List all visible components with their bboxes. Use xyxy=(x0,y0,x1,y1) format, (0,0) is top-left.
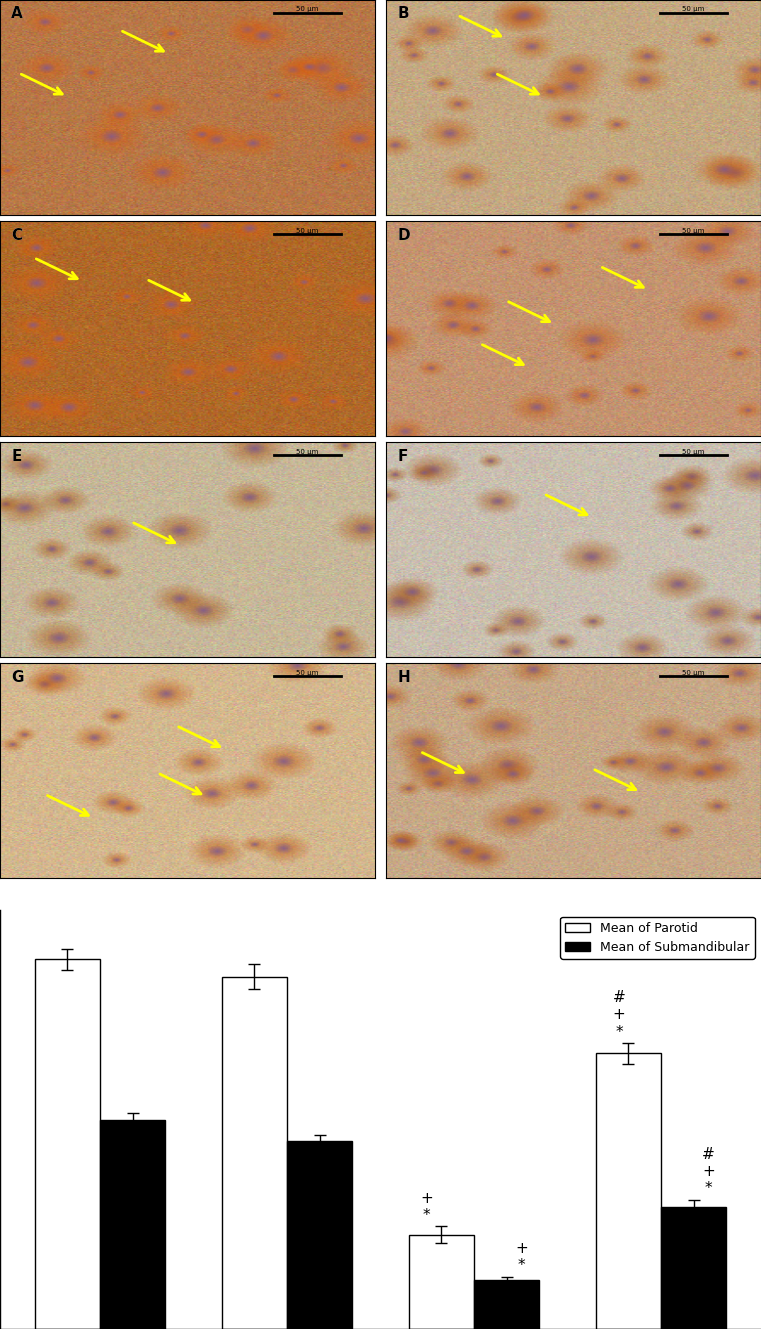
Text: 50 μm: 50 μm xyxy=(683,227,705,234)
Text: 50 μm: 50 μm xyxy=(683,449,705,455)
Bar xyxy=(409,1235,474,1329)
Text: C: C xyxy=(11,227,22,243)
Text: #: # xyxy=(702,1147,715,1162)
Legend: Mean of Parotid, Mean of Submandibular: Mean of Parotid, Mean of Submandibular xyxy=(560,917,755,960)
Bar xyxy=(661,1207,727,1329)
Text: D: D xyxy=(397,227,410,243)
Text: A: A xyxy=(11,7,23,21)
Text: A: A xyxy=(11,7,23,21)
Text: 50 μm: 50 μm xyxy=(683,7,705,12)
Text: E: E xyxy=(11,449,21,464)
Bar xyxy=(474,1280,540,1329)
Text: +: + xyxy=(702,1164,715,1179)
Text: F: F xyxy=(397,449,408,464)
Text: +: + xyxy=(420,1191,433,1205)
Text: E: E xyxy=(11,449,21,464)
Bar xyxy=(34,960,100,1329)
Text: *: * xyxy=(615,1025,622,1039)
Text: +: + xyxy=(613,1007,626,1022)
Text: *: * xyxy=(705,1181,712,1196)
Text: B: B xyxy=(397,7,409,21)
Bar xyxy=(596,1054,661,1329)
Text: 50 μm: 50 μm xyxy=(296,670,319,676)
Text: 50 μm: 50 μm xyxy=(296,227,319,234)
Text: G: G xyxy=(11,670,24,684)
Text: 50 μm: 50 μm xyxy=(296,7,319,12)
Text: *: * xyxy=(517,1259,526,1273)
Text: C: C xyxy=(11,227,22,243)
Text: *: * xyxy=(422,1208,430,1223)
Text: G: G xyxy=(11,670,24,684)
Text: 50 μm: 50 μm xyxy=(683,670,705,676)
Text: H: H xyxy=(397,670,410,684)
Text: B: B xyxy=(397,7,409,21)
Text: F: F xyxy=(397,449,408,464)
Text: #: # xyxy=(613,990,626,1005)
Bar xyxy=(221,977,287,1329)
Text: H: H xyxy=(397,670,410,684)
Text: +: + xyxy=(515,1241,528,1256)
Text: 50 μm: 50 μm xyxy=(296,449,319,455)
Bar xyxy=(287,1140,352,1329)
Text: D: D xyxy=(397,227,410,243)
Bar xyxy=(100,1120,165,1329)
